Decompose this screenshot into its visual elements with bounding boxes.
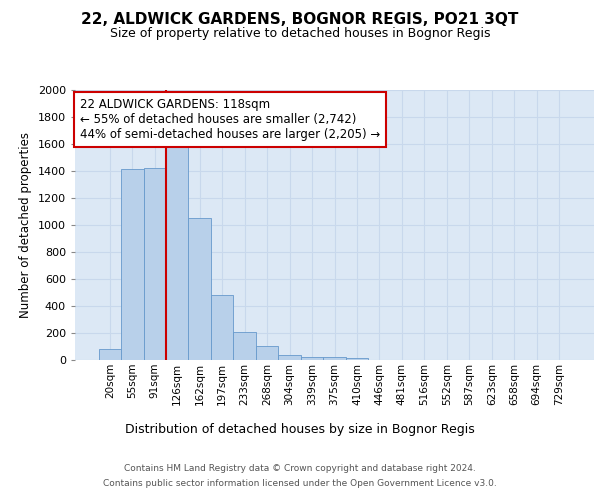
Text: Size of property relative to detached houses in Bognor Regis: Size of property relative to detached ho…	[110, 28, 490, 40]
Bar	[188, 218, 211, 360]
Bar	[233, 332, 256, 360]
Text: Distribution of detached houses by size in Bognor Regis: Distribution of detached houses by size …	[125, 422, 475, 436]
Bar	[121, 169, 143, 360]
Bar	[256, 346, 278, 360]
Bar	[143, 168, 166, 360]
Bar	[98, 349, 121, 360]
Bar	[301, 356, 323, 360]
Text: 22 ALDWICK GARDENS: 118sqm
← 55% of detached houses are smaller (2,742)
44% of s: 22 ALDWICK GARDENS: 118sqm ← 55% of deta…	[80, 98, 380, 141]
Text: Contains HM Land Registry data © Crown copyright and database right 2024.: Contains HM Land Registry data © Crown c…	[124, 464, 476, 473]
Bar	[278, 354, 301, 360]
Bar	[346, 358, 368, 360]
Bar	[211, 295, 233, 360]
Bar	[323, 358, 346, 360]
Text: Contains public sector information licensed under the Open Government Licence v3: Contains public sector information licen…	[103, 479, 497, 488]
Text: 22, ALDWICK GARDENS, BOGNOR REGIS, PO21 3QT: 22, ALDWICK GARDENS, BOGNOR REGIS, PO21 …	[82, 12, 518, 28]
Y-axis label: Number of detached properties: Number of detached properties	[19, 132, 32, 318]
Bar	[166, 142, 188, 360]
